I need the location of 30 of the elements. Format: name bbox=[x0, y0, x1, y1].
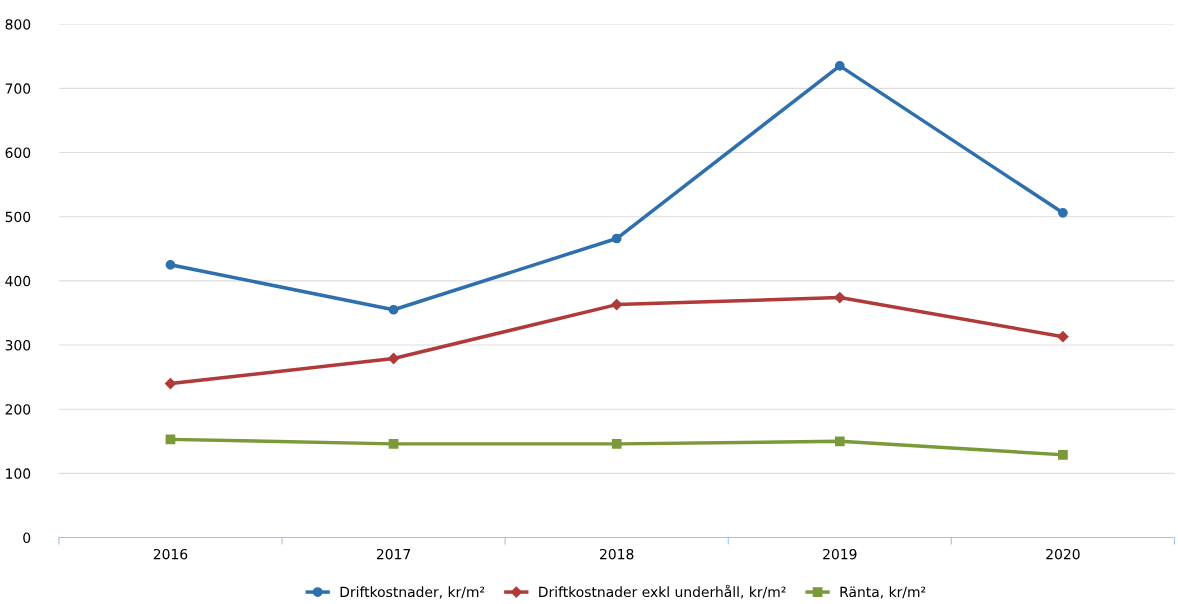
y-tick-label: 200 bbox=[5, 404, 31, 415]
y-tick-label: 300 bbox=[5, 340, 31, 351]
point bbox=[1057, 331, 1069, 343]
y-tick-label: 500 bbox=[5, 211, 31, 223]
y-tick-label: 700 bbox=[5, 83, 31, 94]
y-tick-label: 100 bbox=[6, 468, 31, 479]
x-tick-label: 2017 bbox=[376, 548, 411, 560]
point bbox=[1058, 449, 1068, 460]
point bbox=[834, 436, 845, 447]
point bbox=[1058, 207, 1068, 218]
y-tick-label: 800 bbox=[5, 19, 31, 30]
y-tick-label: 0 bbox=[23, 532, 31, 544]
legend-label: Ränta, kr/m² bbox=[840, 586, 926, 599]
y-tick-label: 400 bbox=[5, 275, 31, 287]
point bbox=[611, 439, 622, 449]
point bbox=[834, 61, 845, 71]
point bbox=[388, 304, 399, 315]
point bbox=[388, 439, 399, 449]
legend-label: Driftkostnader exkl underhåll, kr/m² bbox=[539, 584, 786, 599]
legend-label: Driftkostnader, kr/m² bbox=[340, 586, 485, 599]
x-tick-label: 2018 bbox=[600, 548, 634, 560]
x-tick-label: 2020 bbox=[1046, 548, 1080, 560]
x-tick-label: 2019 bbox=[823, 548, 857, 560]
point bbox=[834, 291, 846, 304]
point bbox=[164, 377, 177, 390]
y-tick-label: 600 bbox=[5, 147, 31, 158]
point bbox=[611, 233, 622, 244]
x-tick-label: 2016 bbox=[153, 548, 188, 560]
point bbox=[387, 352, 400, 365]
point bbox=[165, 259, 176, 270]
